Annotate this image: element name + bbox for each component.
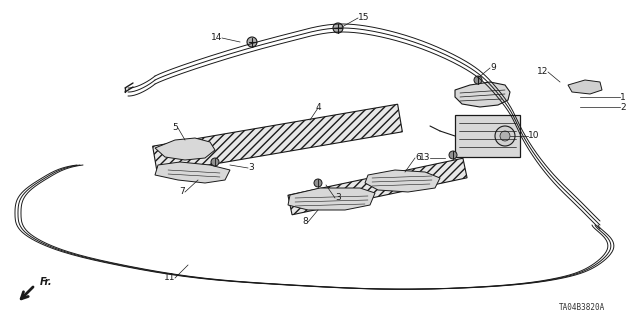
Polygon shape bbox=[455, 82, 510, 107]
Circle shape bbox=[314, 179, 322, 187]
Polygon shape bbox=[568, 80, 602, 94]
Text: TA04B3820A: TA04B3820A bbox=[559, 303, 605, 313]
Text: 15: 15 bbox=[358, 13, 369, 23]
Polygon shape bbox=[155, 162, 230, 183]
Text: 5: 5 bbox=[172, 123, 178, 132]
Polygon shape bbox=[288, 188, 375, 210]
Text: 7: 7 bbox=[179, 188, 185, 197]
Text: Fr.: Fr. bbox=[40, 277, 52, 287]
Text: 11: 11 bbox=[163, 273, 175, 283]
Text: 3: 3 bbox=[248, 164, 253, 173]
Text: 1: 1 bbox=[620, 93, 626, 101]
Circle shape bbox=[449, 151, 457, 159]
Polygon shape bbox=[455, 115, 520, 157]
Polygon shape bbox=[365, 170, 440, 192]
Circle shape bbox=[333, 23, 343, 33]
Text: 13: 13 bbox=[419, 153, 430, 162]
Circle shape bbox=[500, 131, 510, 141]
Text: 2: 2 bbox=[620, 102, 626, 112]
Polygon shape bbox=[155, 138, 215, 160]
Text: 8: 8 bbox=[302, 218, 308, 226]
Polygon shape bbox=[152, 104, 403, 174]
Text: 10: 10 bbox=[528, 131, 540, 140]
Text: 4: 4 bbox=[315, 103, 321, 113]
Circle shape bbox=[495, 126, 515, 146]
Circle shape bbox=[211, 158, 219, 166]
Circle shape bbox=[474, 76, 482, 84]
Polygon shape bbox=[288, 158, 467, 215]
Circle shape bbox=[247, 37, 257, 47]
Text: 12: 12 bbox=[536, 68, 548, 77]
Text: 6: 6 bbox=[415, 153, 420, 162]
Text: 3: 3 bbox=[335, 194, 340, 203]
Text: 9: 9 bbox=[490, 63, 496, 72]
Text: 14: 14 bbox=[211, 33, 222, 42]
